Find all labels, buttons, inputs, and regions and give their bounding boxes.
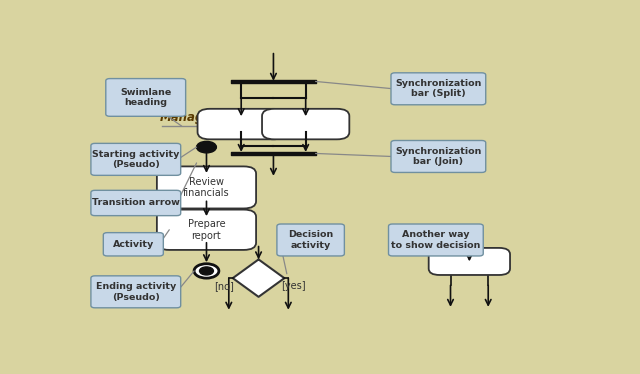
FancyBboxPatch shape bbox=[157, 166, 256, 208]
Text: [no]: [no] bbox=[214, 281, 234, 291]
Text: Activity: Activity bbox=[113, 240, 154, 249]
FancyBboxPatch shape bbox=[262, 109, 349, 140]
FancyBboxPatch shape bbox=[157, 209, 256, 250]
Polygon shape bbox=[233, 260, 284, 297]
Text: Decision
activity: Decision activity bbox=[288, 230, 333, 250]
Text: Starting activity
(Pseudo): Starting activity (Pseudo) bbox=[92, 150, 179, 169]
FancyBboxPatch shape bbox=[91, 190, 180, 216]
Text: Another way
to show decision: Another way to show decision bbox=[391, 230, 481, 250]
FancyBboxPatch shape bbox=[391, 73, 486, 105]
FancyBboxPatch shape bbox=[388, 224, 483, 256]
Text: Ending activity
(Pseudo): Ending activity (Pseudo) bbox=[95, 282, 176, 301]
FancyBboxPatch shape bbox=[391, 141, 486, 172]
Text: Synchronization
bar (Split): Synchronization bar (Split) bbox=[395, 79, 481, 98]
FancyBboxPatch shape bbox=[198, 109, 285, 140]
FancyBboxPatch shape bbox=[277, 224, 344, 256]
Text: Swimlane
heading: Swimlane heading bbox=[120, 88, 172, 107]
Circle shape bbox=[194, 264, 219, 278]
FancyBboxPatch shape bbox=[91, 143, 180, 175]
Text: Manager: Manager bbox=[160, 111, 218, 124]
FancyBboxPatch shape bbox=[103, 233, 163, 256]
Circle shape bbox=[200, 267, 213, 275]
Text: Transition arrow: Transition arrow bbox=[92, 199, 180, 208]
Text: Review
financials: Review financials bbox=[183, 177, 230, 198]
Text: Synchronization
bar (Join): Synchronization bar (Join) bbox=[395, 147, 481, 166]
Text: [yes]: [yes] bbox=[281, 281, 305, 291]
Circle shape bbox=[196, 141, 216, 153]
FancyBboxPatch shape bbox=[429, 248, 510, 275]
FancyBboxPatch shape bbox=[106, 79, 186, 116]
FancyBboxPatch shape bbox=[91, 276, 180, 308]
Text: Prepare
report: Prepare report bbox=[188, 219, 225, 240]
